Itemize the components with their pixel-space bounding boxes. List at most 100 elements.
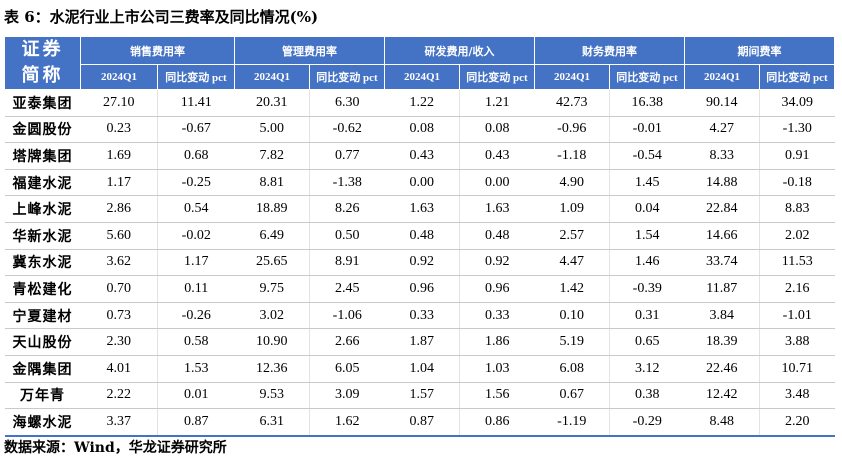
yoy-change-cell: 0.92 <box>459 249 535 277</box>
sub-header-period-value: 2024Q1 <box>684 64 760 90</box>
value-cell: 1.87 <box>384 328 460 356</box>
yoy-change-cell: 11.53 <box>759 249 835 277</box>
yoy-change-cell: 3.12 <box>609 355 685 383</box>
company-name: 华新水泥 <box>4 222 81 250</box>
yoy-change-cell: -0.39 <box>609 275 685 303</box>
yoy-change-cell: 34.09 <box>759 89 835 117</box>
yoy-change-cell: -1.06 <box>309 302 385 330</box>
value-cell: 20.31 <box>234 89 310 117</box>
value-cell: 8.48 <box>684 408 760 437</box>
yoy-change-cell: 0.31 <box>609 302 685 330</box>
yoy-change-cell: 0.86 <box>459 408 535 437</box>
value-cell: 0.48 <box>384 222 460 250</box>
table-row: 冀东水泥 3.62 1.17 25.65 8.91 0.92 0.92 4.47 1.46 33.… <box>4 249 835 277</box>
yoy-change-cell: 0.01 <box>157 382 235 410</box>
value-cell: 27.10 <box>80 89 158 117</box>
value-cell: 9.53 <box>234 382 310 410</box>
value-cell: 3.62 <box>80 249 158 277</box>
value-cell: 14.66 <box>684 222 760 250</box>
value-cell: 1.22 <box>384 89 460 117</box>
yoy-change-cell: 3.88 <box>759 328 835 356</box>
yoy-change-cell: 2.16 <box>759 275 835 303</box>
yoy-change-cell: 0.08 <box>459 116 535 144</box>
value-cell: 2.22 <box>80 382 158 410</box>
yoy-change-cell: 1.17 <box>157 249 235 277</box>
table-body: 亚泰集团 27.10 11.41 20.31 6.30 1.22 1.21 42.73 16.3… <box>4 89 835 437</box>
yoy-change-cell: 0.68 <box>157 142 235 170</box>
sub-header-period-value: 2024Q1 <box>80 64 158 90</box>
value-cell: 6.31 <box>234 408 310 437</box>
yoy-change-cell: 2.45 <box>309 275 385 303</box>
group-header-period: 期间费率 <box>684 36 835 65</box>
group-header-admin: 管理费用率 <box>234 36 385 65</box>
table-row: 海螺水泥 3.37 0.87 6.31 1.62 0.87 0.86 -1.19 -0.29 8.… <box>4 408 835 437</box>
sub-header-yoy-change: 同比变动 pct <box>609 64 685 90</box>
value-cell: 1.69 <box>80 142 158 170</box>
table-row: 金圆股份 0.23 -0.67 5.00 -0.62 0.08 0.08 -0.96 -0.01… <box>4 116 835 144</box>
yoy-change-cell: 1.45 <box>609 169 685 197</box>
table-row: 华新水泥 5.60 -0.02 6.49 0.50 0.48 0.48 2.57 1.54 14.… <box>4 222 835 250</box>
value-cell: 8.33 <box>684 142 760 170</box>
company-name: 金圆股份 <box>4 116 81 144</box>
value-cell: 0.87 <box>384 408 460 437</box>
value-cell: 1.63 <box>384 195 460 223</box>
yoy-change-cell: -0.01 <box>609 116 685 144</box>
sub-header-yoy-change: 同比变动 pct <box>309 64 385 90</box>
yoy-change-cell: -0.67 <box>157 116 235 144</box>
value-cell: 3.37 <box>80 408 158 437</box>
yoy-change-cell: -1.38 <box>309 169 385 197</box>
value-cell: 11.87 <box>684 275 760 303</box>
column-header-name: 证券 简称 <box>4 36 81 90</box>
sub-header-yoy-change: 同比变动 pct <box>157 64 235 90</box>
table-row: 天山股份 2.30 0.58 10.90 2.66 1.87 1.86 5.19 0.65 18.… <box>4 328 835 356</box>
yoy-change-cell: 0.43 <box>459 142 535 170</box>
company-name: 青松建化 <box>4 275 81 303</box>
value-cell: 0.10 <box>534 302 610 330</box>
yoy-change-cell: 1.46 <box>609 249 685 277</box>
value-cell: 0.70 <box>80 275 158 303</box>
yoy-change-cell: -0.29 <box>609 408 685 437</box>
yoy-change-cell: -1.01 <box>759 302 835 330</box>
value-cell: -1.19 <box>534 408 610 437</box>
value-cell: 1.57 <box>384 382 460 410</box>
value-cell: 1.17 <box>80 169 158 197</box>
yoy-change-cell: 0.48 <box>459 222 535 250</box>
value-cell: 8.81 <box>234 169 310 197</box>
group-header-sales: 销售费用率 <box>80 36 235 65</box>
yoy-change-cell: 8.83 <box>759 195 835 223</box>
value-cell: 22.46 <box>684 355 760 383</box>
value-cell: 18.39 <box>684 328 760 356</box>
yoy-change-cell: 1.63 <box>459 195 535 223</box>
value-cell: 42.73 <box>534 89 610 117</box>
value-cell: 4.27 <box>684 116 760 144</box>
value-cell: 14.88 <box>684 169 760 197</box>
yoy-change-cell: 2.02 <box>759 222 835 250</box>
company-name: 上峰水泥 <box>4 195 81 223</box>
value-cell: 0.08 <box>384 116 460 144</box>
group-header-rnd: 研发费用/收入 <box>384 36 535 65</box>
value-cell: 12.36 <box>234 355 310 383</box>
company-name: 万年青 <box>4 382 81 410</box>
value-cell: 9.75 <box>234 275 310 303</box>
value-cell: 2.86 <box>80 195 158 223</box>
yoy-change-cell: -1.30 <box>759 116 835 144</box>
company-name: 冀东水泥 <box>4 249 81 277</box>
yoy-change-cell: 6.05 <box>309 355 385 383</box>
expense-ratio-table: 证券 简称 销售费用率 管理费用率 研发费用/收入 财务费用率 期间费率 202… <box>4 36 835 437</box>
value-cell: 3.02 <box>234 302 310 330</box>
yoy-change-cell: 6.30 <box>309 89 385 117</box>
yoy-change-cell: 0.96 <box>459 275 535 303</box>
sub-header-yoy-change: 同比变动 pct <box>459 64 535 90</box>
yoy-change-cell: 0.54 <box>157 195 235 223</box>
yoy-change-cell: 3.48 <box>759 382 835 410</box>
value-cell: 0.96 <box>384 275 460 303</box>
yoy-change-cell: 0.77 <box>309 142 385 170</box>
value-cell: 1.09 <box>534 195 610 223</box>
company-name: 天山股份 <box>4 328 81 356</box>
yoy-change-cell: 3.09 <box>309 382 385 410</box>
yoy-change-cell: -0.18 <box>759 169 835 197</box>
company-name: 宁夏建材 <box>4 302 81 330</box>
table-row: 金隅集团 4.01 1.53 12.36 6.05 1.04 1.03 6.08 3.12 22.… <box>4 355 835 383</box>
table-row: 宁夏建材 0.73 -0.26 3.02 -1.06 0.33 0.33 0.10 0.31 3.… <box>4 302 835 330</box>
value-cell: 0.33 <box>384 302 460 330</box>
